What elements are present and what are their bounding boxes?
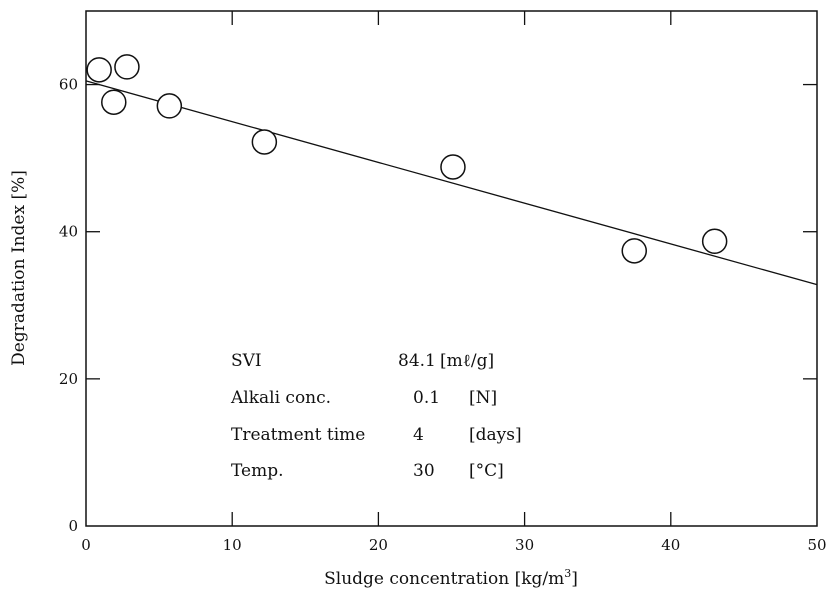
annotation-temp-value: 30: [413, 461, 435, 481]
x-axis-label: Sludge concentration [kg/m3]: [324, 567, 578, 589]
x-tick-label: 30: [515, 536, 534, 554]
annotation-temp-unit: [°C]: [469, 461, 504, 481]
annotation-svi-value: 84.1: [398, 351, 436, 371]
annotation-alkali-value: 0.1: [413, 388, 440, 408]
y-axis-label: Degradation Index [%]: [9, 170, 29, 366]
data-point: [701, 228, 728, 255]
annotation-temp-name: Temp.: [231, 461, 284, 481]
annotation-time-name: Treatment time: [231, 425, 365, 445]
y-tick-label: 40: [59, 223, 78, 241]
annotation-alkali-name: Alkali conc.: [230, 388, 331, 408]
y-tick-label: 20: [59, 370, 78, 388]
regression-line: [85, 80, 818, 286]
annotation-svi-unit: [mℓ/g]: [440, 351, 494, 371]
y-tick-label: 0: [68, 517, 78, 535]
y-tick-label: 60: [59, 76, 78, 94]
annotation-time-value: 4: [413, 425, 424, 445]
data-point: [621, 238, 647, 264]
data-point: [86, 57, 112, 83]
data-point: [440, 154, 466, 180]
plot-frame: [85, 10, 818, 527]
data-point: [156, 93, 183, 119]
data-point: [114, 54, 140, 80]
ticks: [86, 11, 817, 526]
x-tick-label: 50: [807, 536, 826, 554]
data-point: [101, 89, 127, 115]
data-points: [86, 54, 728, 264]
x-tick-label: 20: [369, 536, 388, 554]
x-tick-label: 10: [223, 536, 242, 554]
annotation-time-unit: [days]: [469, 425, 522, 445]
tick-labels: 0 10 20 30 40 50 0 20 40 60: [59, 76, 827, 554]
annotation-svi-name: SVI: [231, 351, 262, 371]
data-point: [251, 129, 278, 155]
annotation-box: SVI 84.1 [mℓ/g] Alkali conc. 0.1 [N] Tre…: [230, 351, 522, 481]
x-tick-label: 40: [661, 536, 680, 554]
x-tick-label: 0: [81, 536, 91, 554]
annotation-alkali-unit: [N]: [469, 388, 497, 408]
